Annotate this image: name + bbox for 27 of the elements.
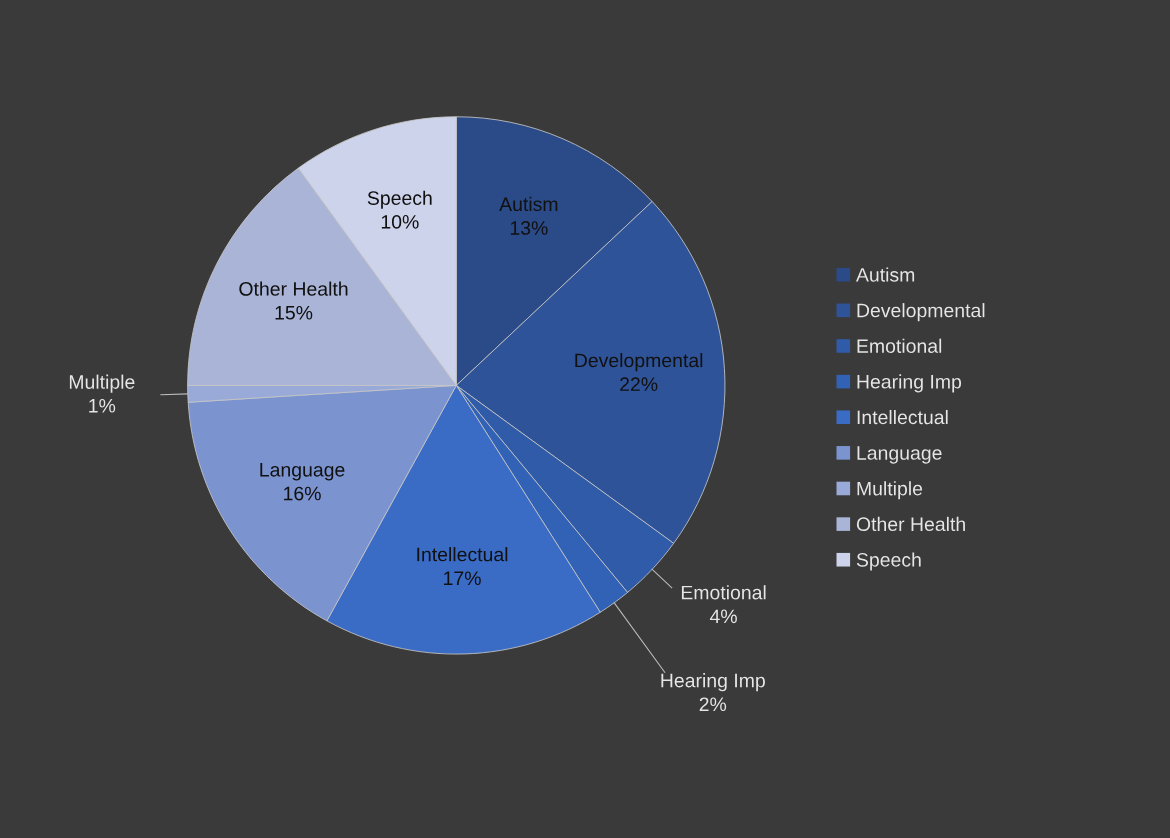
slice-label: Language: [260, 463, 345, 481]
slice-label: Developmental: [575, 353, 703, 372]
legend-label: Multiple: [857, 481, 923, 500]
legend-label: Speech: [856, 552, 921, 571]
slice-label: Emotional: [681, 585, 766, 600]
legend-label: Developmental: [857, 303, 985, 322]
data-label: 2%: [699, 697, 727, 712]
data-label: 17%: [444, 571, 481, 586]
slice-label: Speech: [367, 190, 432, 209]
legend-label: Emotional: [857, 338, 942, 353]
slice-label: Other Health: [239, 281, 348, 296]
slice-label: Multiple: [69, 374, 135, 393]
data-label: 16%: [284, 486, 321, 501]
legend-label: Language: [857, 446, 942, 464]
data-label: 10%: [381, 215, 419, 229]
slice-label: Intellectual: [417, 547, 508, 562]
data-label: 15%: [275, 305, 313, 320]
legend-label: Intellectual: [857, 409, 948, 425]
data-label: 22%: [620, 377, 658, 391]
data-label: 1%: [89, 398, 116, 413]
slice-label: Autism: [499, 196, 558, 212]
slice-label: Hearing Imp: [661, 673, 765, 692]
data-label: 4%: [709, 609, 737, 624]
legend-label: Hearing Imp: [857, 374, 962, 393]
data-label: 13%: [510, 221, 548, 235]
legend-label: Other Health: [856, 516, 965, 532]
legend-label: Autism: [855, 267, 915, 282]
